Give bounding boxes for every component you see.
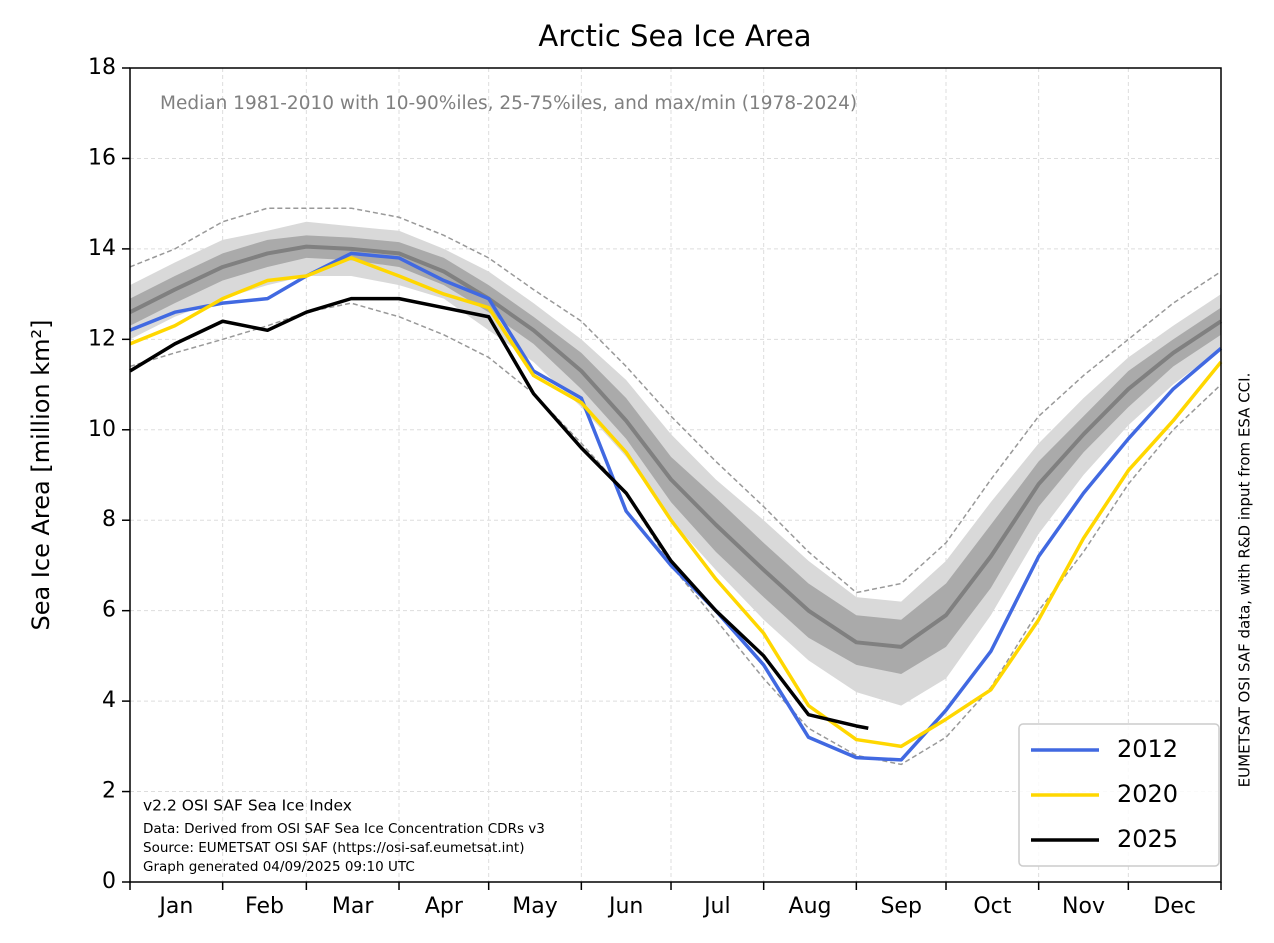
x-tick-label: Jul [702, 894, 731, 919]
x-tick-label: Apr [425, 894, 464, 919]
legend-label: 2012 [1117, 735, 1178, 763]
note: Graph generated 04/09/2025 09:10 UTC [143, 859, 415, 875]
y-tick-label: 6 [102, 598, 116, 623]
x-tick-label: Jun [607, 894, 643, 919]
y-tick-label: 10 [88, 417, 116, 442]
series-line [129, 256, 1223, 749]
note: Data: Derived from OSI SAF Sea Ice Conce… [143, 821, 545, 837]
y-tick-label: 2 [102, 779, 116, 804]
y-axis-label: Sea Ice Area [million km²] [27, 319, 55, 630]
y-tick-label: 18 [88, 55, 116, 80]
series-line [129, 296, 869, 730]
y-tick-label: 12 [88, 326, 116, 351]
x-tick-label: May [512, 894, 557, 919]
legend-label: 2025 [1117, 825, 1178, 853]
x-tick-label: Sep [880, 894, 921, 919]
legend-label: 2020 [1117, 780, 1178, 808]
legend-box [1018, 723, 1220, 867]
y-tick-label: 8 [102, 507, 116, 532]
note: v2.2 OSI SAF Sea Ice Index [143, 797, 352, 815]
subtitle: Median 1981-2010 with 10-90%iles, 25-75%… [160, 93, 857, 114]
side-note: EUMETSAT OSI SAF data, with R&D input fr… [1236, 373, 1254, 788]
x-tick-label: Feb [245, 894, 284, 919]
x-tick-label: Oct [973, 894, 1011, 919]
y-tick-label: 0 [102, 869, 116, 894]
x-tick-label: Dec [1153, 894, 1196, 919]
x-tick-label: Nov [1062, 894, 1105, 919]
x-tick-label: Mar [332, 894, 374, 919]
y-tick-label: 14 [88, 236, 116, 261]
y-tick-label: 4 [102, 688, 116, 713]
x-tick-label: Aug [789, 894, 832, 919]
plot-frame [129, 67, 1222, 883]
median-line [129, 244, 1223, 649]
x-tick-label: Jan [157, 894, 193, 919]
y-tick-label: 16 [88, 145, 116, 170]
note: Source: EUMETSAT OSI SAF (https://osi-sa… [143, 840, 524, 856]
chart-title: Arctic Sea Ice Area [538, 19, 811, 53]
